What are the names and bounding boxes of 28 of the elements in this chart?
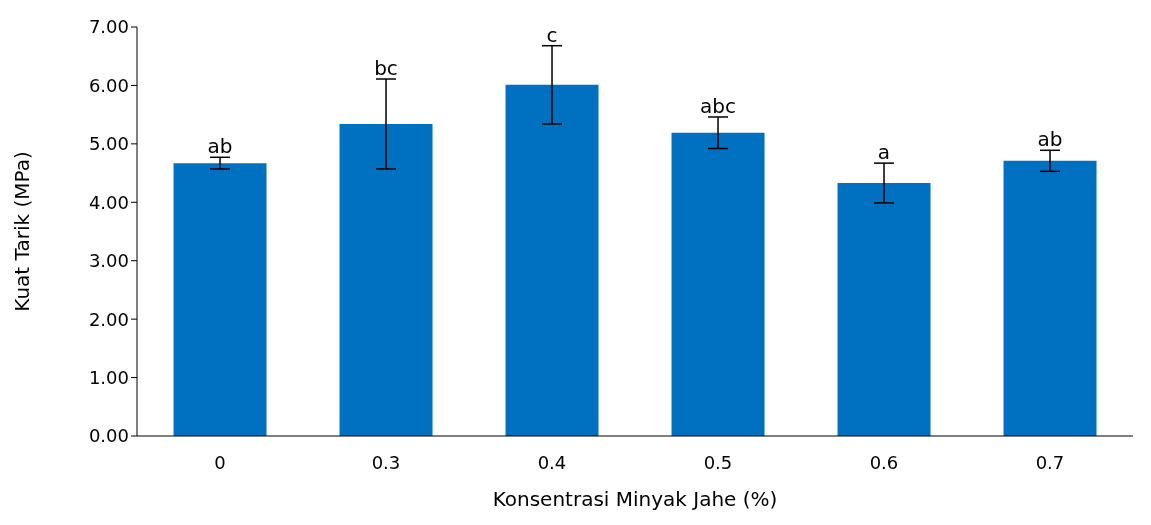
x-tick-label: 0 (214, 451, 226, 473)
y-axis-title: Kuat Tarik (MPa) (10, 151, 35, 312)
x-tick-label: 0.7 (1035, 451, 1065, 473)
bar (173, 163, 267, 436)
y-tick-label: 2.00 (88, 308, 129, 330)
annotation: a (877, 140, 891, 165)
x-tick-label: 0.4 (537, 451, 567, 473)
annotation: ab (207, 134, 233, 159)
y-tick-label: 7.00 (88, 16, 129, 38)
x-axis-title: Konsentrasi Minyak Jahe (%) (492, 487, 778, 511)
y-tick-label: 0.00 (88, 425, 129, 447)
annotation: abc (700, 93, 736, 118)
bar (671, 132, 765, 436)
bar (1003, 160, 1097, 436)
y-tick-label: 1.00 (88, 366, 129, 388)
y-tick-label: 4.00 (88, 191, 129, 213)
y-tick-label: 5.00 (88, 133, 129, 155)
bar (339, 123, 433, 436)
annotation: bc (374, 56, 398, 80)
annotation: c (546, 22, 558, 47)
y-tick-label: 6.00 (88, 74, 129, 96)
y-tick-label: 3.00 (88, 250, 129, 272)
x-tick-label: 0.5 (703, 451, 733, 473)
bar (837, 183, 931, 436)
x-tick-label: 0.3 (371, 451, 401, 473)
annotation: ab (1037, 127, 1063, 152)
x-tick-label: 0.6 (869, 451, 899, 473)
bar (505, 84, 599, 436)
